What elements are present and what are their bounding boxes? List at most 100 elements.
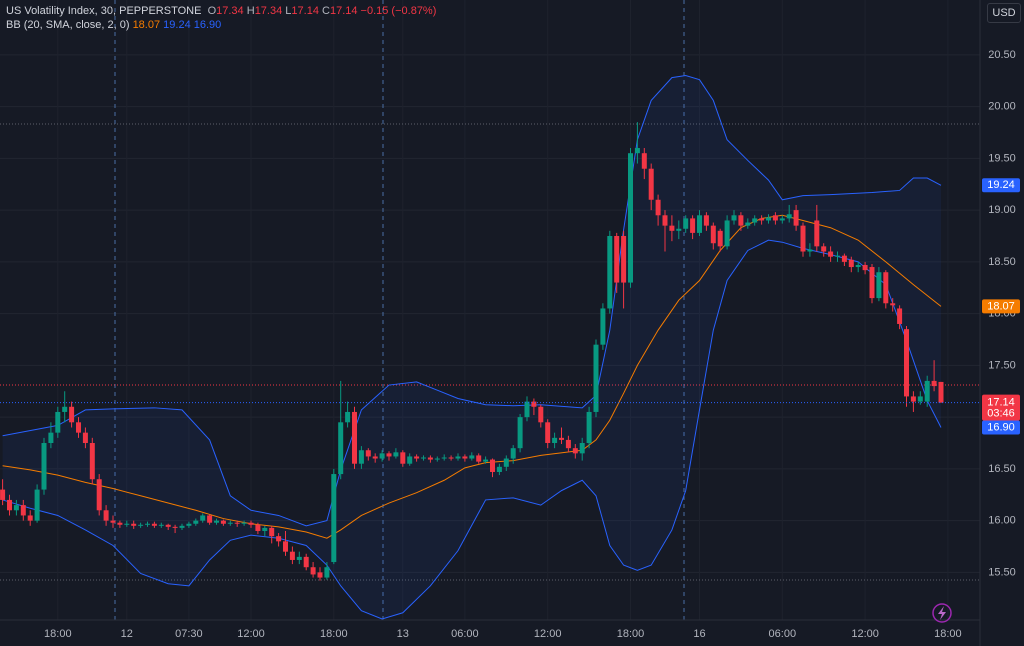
indicator-row: BB (20, SMA, close, 2, 0) 18.07 19.24 16… [6,18,436,32]
candle-body [303,556,309,568]
candle-body [448,457,454,459]
candle-body [800,225,806,252]
x-tick-label: 06:00 [451,628,479,640]
candle-body [662,215,668,226]
currency-button[interactable]: USD [987,3,1021,23]
y-tick-label: 17.50 [988,359,1016,371]
candle-body [62,406,68,412]
candle-body [207,515,213,523]
x-tick-label: 12:00 [237,628,265,640]
candle-body [883,272,889,304]
price-tag-label: 17.14 [987,397,1015,409]
candle-body [82,432,88,444]
candle-body [89,443,95,480]
candle-body [421,457,426,459]
x-tick-label: 16 [693,628,705,640]
candle-body [676,228,682,231]
candle-body [614,235,620,283]
candle-body [248,522,254,525]
candle-body [628,153,633,283]
candle-body [669,225,675,231]
candle-body [848,259,854,268]
y-tick-label: 20.00 [988,101,1016,113]
candle-body [283,541,288,552]
candle-body [641,153,647,169]
x-tick-label: 12 [121,628,133,640]
candle-body [352,411,357,464]
candle-body [200,515,206,521]
candle-body [427,457,433,460]
symbol-row: US Volatility Index, 30, PEPPERSTONE O17… [6,4,436,18]
ohlc-key: C [322,5,330,17]
candle-body [269,527,275,537]
candle-body [193,520,199,524]
candle-body [331,474,337,563]
y-tick-label: 20.50 [988,49,1016,61]
candle-body [172,526,178,528]
x-tick-label: 18:00 [934,628,962,640]
candle-body [648,168,654,200]
y-tick-label: 19.00 [988,204,1016,216]
candle-body [869,267,875,299]
candle-body [531,401,537,407]
candle-body [338,422,344,475]
candle-body [510,448,516,459]
indicator-value: 16.90 [193,19,222,31]
candle-body [717,230,723,247]
y-tick-label: 16.50 [988,463,1016,475]
candle-body [234,522,240,524]
candle-body [165,524,171,527]
ohlc-value: 17.34 [216,5,244,17]
y-tick-label: 18.50 [988,256,1016,268]
candle-body [262,527,268,531]
candle-body [69,406,75,423]
alert-icon-bolt [938,606,946,620]
grid [0,54,980,573]
ohlc-value: 17.34 [254,5,283,17]
candle-body [96,479,102,511]
y-tick-label: 15.50 [988,566,1016,578]
candle-body [151,523,157,526]
candle-body [586,411,592,444]
candle-body [365,450,371,457]
candle-body [296,556,302,560]
candle-body [414,456,420,459]
ohlc-key: H [246,5,255,17]
price-tag [982,420,1020,435]
plot [0,75,980,620]
candle-body [552,437,558,444]
candle-body [124,523,130,525]
candle-body [634,148,640,154]
candle-body [745,222,751,226]
candle-body [855,264,861,268]
candle-body [76,422,81,433]
candle-body [731,215,737,221]
candle-body [917,396,923,402]
candle-body [766,217,771,221]
x-tick-label: 18:00 [44,628,72,640]
indicator-value: 18.07 [132,19,161,31]
change: −0.15 (−0.87%) [360,5,437,17]
ohlc-key: O [207,5,217,17]
candle-body [379,453,385,459]
candle-body [469,455,475,459]
candle-body [386,453,392,457]
candle-body [703,215,709,226]
price-tag-label: 16.90 [987,421,1015,433]
price-tag-label: 18.07 [987,300,1015,312]
candle-body [738,215,744,226]
candle-body [0,489,6,500]
candle-body [931,380,937,387]
ohlc-value: 17.14 [291,5,319,17]
candle-body [310,567,316,575]
candle-body [103,510,109,521]
candle-body [483,459,489,462]
candle-body [476,455,482,462]
alert-icon[interactable] [932,603,952,623]
price-axis: 15.5016.0016.5017.0017.5018.0018.5019.00… [44,49,1020,640]
candle-body [455,456,461,459]
candle-body [807,249,813,252]
